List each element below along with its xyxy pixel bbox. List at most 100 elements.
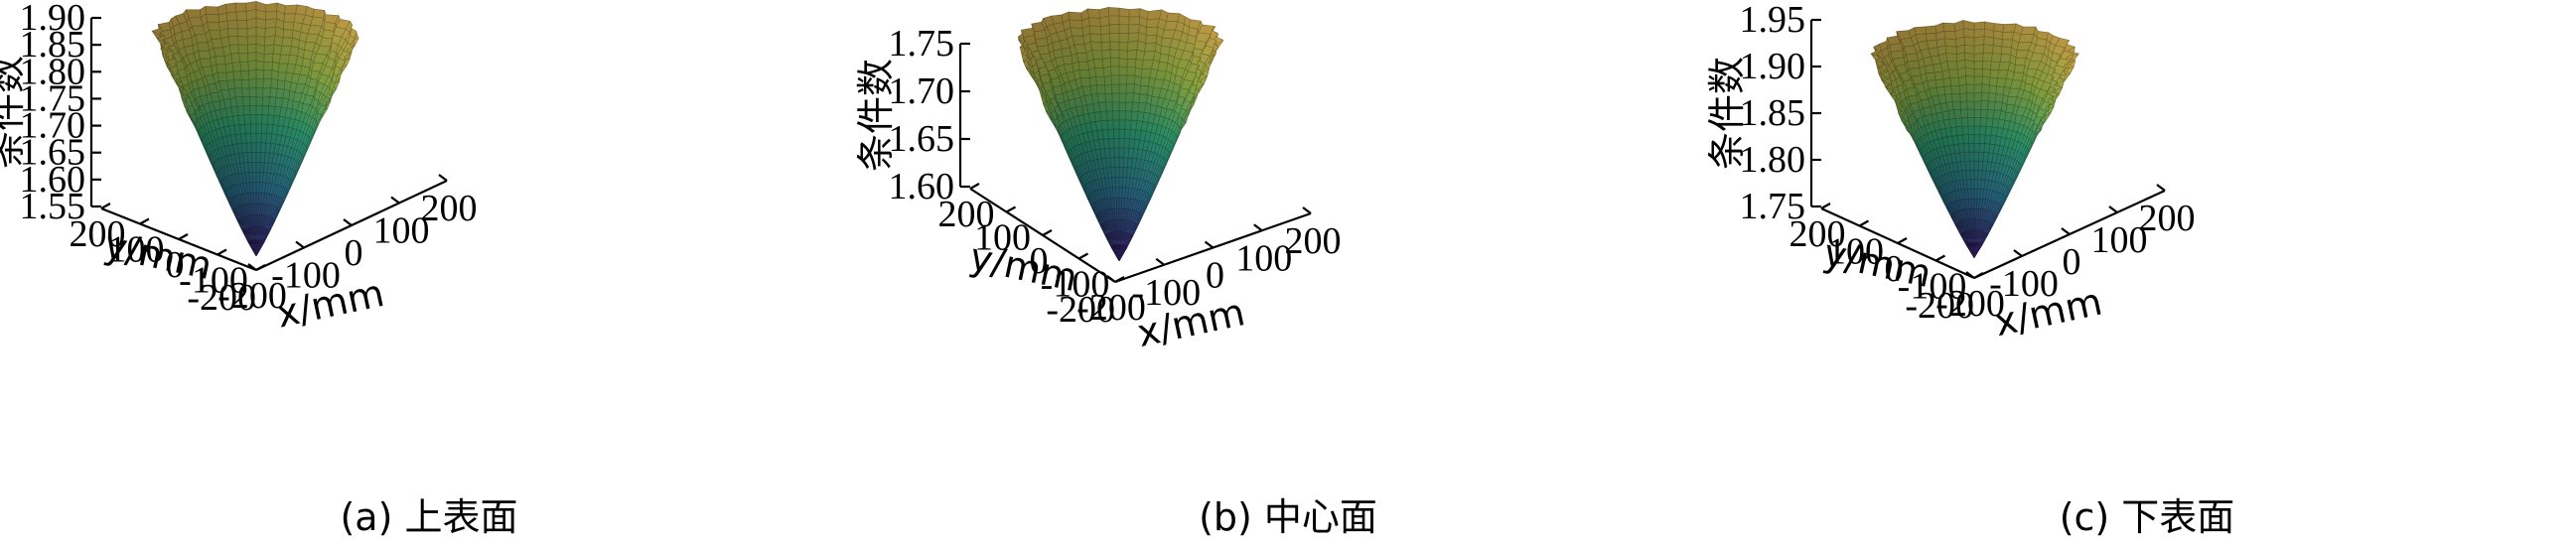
surface-facet xyxy=(1126,58,1137,68)
surface-facet xyxy=(224,2,237,14)
surface-facet xyxy=(1094,68,1105,77)
z-tick-label: 1.95 xyxy=(1740,0,1806,41)
surface-facet xyxy=(1133,83,1142,95)
z-tick-label: 1.85 xyxy=(1740,92,1806,134)
surface-facet xyxy=(1128,8,1141,18)
surface-facet xyxy=(1982,52,1993,63)
surface-facet xyxy=(227,28,238,38)
surface-facet xyxy=(1145,34,1158,44)
surface-facet xyxy=(263,69,273,80)
surface-facet xyxy=(226,20,238,30)
surface-facet xyxy=(1973,108,1982,118)
surface-facet xyxy=(1086,8,1100,19)
surface-facet xyxy=(1095,75,1105,86)
chart-svg: 1.551.601.651.701.751.801.851.90条件数20010… xyxy=(0,0,478,337)
surface-facet xyxy=(255,17,267,30)
surface-facet xyxy=(1960,108,1968,119)
surface-facet xyxy=(1107,7,1120,17)
surface-facet xyxy=(1069,19,1083,29)
surface-facet xyxy=(1102,66,1112,77)
surface-facet xyxy=(1988,92,1997,102)
x-tick xyxy=(438,174,448,182)
surface-facet xyxy=(1999,54,2012,63)
surface-facet xyxy=(1118,83,1127,94)
surface-facet xyxy=(1106,119,1114,130)
surface-facet xyxy=(1077,61,1089,70)
y-tick-label: 100 xyxy=(108,229,165,271)
surface-facet xyxy=(1118,157,1124,168)
surface-facet xyxy=(261,114,269,125)
surface-facet xyxy=(1100,33,1111,44)
surface-mesh xyxy=(151,1,359,257)
surface-facet xyxy=(205,6,219,16)
x-tick-label: -200 xyxy=(1046,289,1115,331)
surface-facet xyxy=(1905,53,1920,63)
surface-facet xyxy=(1118,92,1127,103)
surface-facet xyxy=(1979,117,1988,127)
surface-facet xyxy=(206,13,219,23)
z-tick-label: 1.80 xyxy=(20,51,86,92)
surface-facet xyxy=(1972,246,1975,258)
x-tick xyxy=(2061,227,2071,235)
surface-facet xyxy=(246,35,257,46)
surface-facet xyxy=(247,52,257,63)
surface-facet xyxy=(240,78,250,89)
surface-facet xyxy=(1118,110,1126,121)
surface-facet xyxy=(1108,15,1120,26)
y-tick xyxy=(1820,203,1831,209)
surface-facet xyxy=(2033,45,2047,55)
z-tick-label: 1.70 xyxy=(889,70,955,112)
z-tick-label: 1.90 xyxy=(20,0,86,39)
surface-facet xyxy=(1118,41,1129,52)
surface-facet xyxy=(1973,160,1979,171)
surface-facet xyxy=(225,11,238,22)
chart-panel-lower-surface: 1.75 1.80 1.85 1.90 1.95 条件数 200 100 0 -100 -200 y/… xyxy=(1705,0,2576,545)
surface-facet xyxy=(247,68,257,80)
surface-mesh xyxy=(1017,7,1224,262)
surface-facet xyxy=(1095,84,1106,94)
chart-panel-center-surface: 1.60 1.65 1.70 1.75 条件数 200 100 0 -100 -200 y/mm -2… xyxy=(854,0,1717,545)
surface-facet xyxy=(1964,67,1975,77)
surface-facet xyxy=(237,36,248,46)
x-tick-label: -200 xyxy=(187,277,256,319)
surface-facet xyxy=(1959,92,1968,103)
surface-facet xyxy=(1112,128,1120,139)
x-tick xyxy=(247,263,257,271)
surface-facet xyxy=(1110,74,1120,85)
surface-facet xyxy=(265,2,278,13)
surface-facet xyxy=(1078,68,1090,79)
surface-facet xyxy=(255,152,261,163)
z-tick-label: 1.60 xyxy=(20,159,86,201)
surface-facet xyxy=(1973,100,1982,111)
surface-facet xyxy=(1950,85,1961,95)
surface-facet xyxy=(246,44,257,54)
surface-facet xyxy=(227,36,239,46)
x-tick xyxy=(295,240,305,249)
surface-facet xyxy=(249,123,257,134)
y-tick xyxy=(139,217,150,225)
z-tick-label: 1.75 xyxy=(1740,186,1806,227)
x-tick-label: 200 xyxy=(1285,220,1342,262)
surface-facet xyxy=(1973,52,1984,63)
y-tick xyxy=(1897,237,1908,244)
surface-facet xyxy=(242,105,251,116)
surface-facet xyxy=(1973,83,1983,94)
x-tick-label: 200 xyxy=(2139,198,2196,239)
surface-facet xyxy=(1934,78,1945,88)
surface-facet xyxy=(1118,50,1128,61)
surface-facet xyxy=(262,86,272,98)
surface-facet xyxy=(1973,117,1981,127)
y-tick xyxy=(1077,252,1089,260)
y-tick xyxy=(1005,205,1017,213)
y-tick-label: 200 xyxy=(70,213,126,255)
surface-facet xyxy=(2002,31,2015,41)
surface-facet xyxy=(1126,49,1138,61)
surface-facet xyxy=(240,69,250,80)
z-tick-label: 1.90 xyxy=(1740,46,1806,87)
x-tick xyxy=(2013,249,2023,257)
surface-facet xyxy=(1125,83,1135,94)
surface-facet xyxy=(255,132,262,144)
x-tick xyxy=(1155,257,1165,266)
surface-facet xyxy=(1118,128,1126,139)
